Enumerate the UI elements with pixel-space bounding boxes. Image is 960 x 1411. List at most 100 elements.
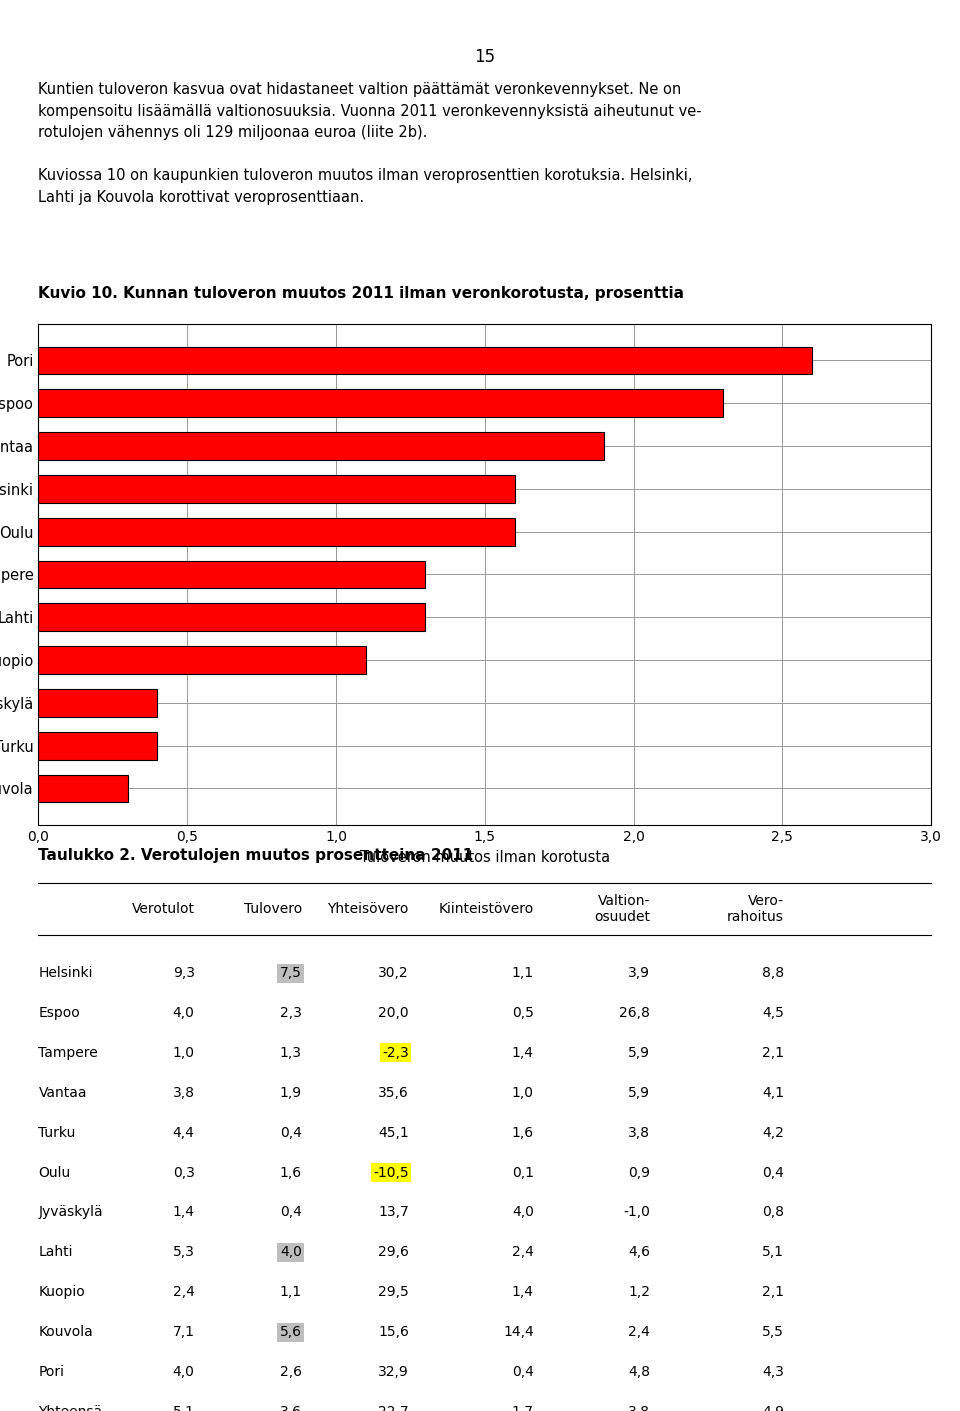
Text: Valtion-
osuudet: Valtion- osuudet xyxy=(594,895,650,924)
Text: 32,9: 32,9 xyxy=(378,1364,409,1379)
Text: 4,1: 4,1 xyxy=(762,1086,784,1099)
Text: 8,8: 8,8 xyxy=(762,967,784,981)
Text: Oulu: Oulu xyxy=(38,1165,71,1180)
Text: 2,6: 2,6 xyxy=(279,1364,301,1379)
Text: 29,5: 29,5 xyxy=(378,1285,409,1300)
Text: 0,9: 0,9 xyxy=(628,1165,650,1180)
Text: Kuopio: Kuopio xyxy=(38,1285,85,1300)
Text: 0,1: 0,1 xyxy=(512,1165,534,1180)
Text: 0,5: 0,5 xyxy=(512,1006,534,1020)
Text: 1,2: 1,2 xyxy=(628,1285,650,1300)
Text: 45,1: 45,1 xyxy=(378,1126,409,1140)
Text: 4,0: 4,0 xyxy=(173,1006,195,1020)
Text: 1,0: 1,0 xyxy=(173,1046,195,1060)
Text: 0,3: 0,3 xyxy=(173,1165,195,1180)
Text: 4,5: 4,5 xyxy=(762,1006,784,1020)
Text: Yhteisövero: Yhteisövero xyxy=(327,902,409,916)
Text: Kouvola: Kouvola xyxy=(38,1325,93,1339)
Bar xyxy=(38,389,723,418)
Text: 4,0: 4,0 xyxy=(173,1364,195,1379)
Text: 4,4: 4,4 xyxy=(173,1126,195,1140)
Text: 1,1: 1,1 xyxy=(512,967,534,981)
Bar xyxy=(38,604,425,631)
Text: Kiinteistövero: Kiinteistövero xyxy=(439,902,534,916)
Text: 1,4: 1,4 xyxy=(512,1046,534,1060)
Text: 4,9: 4,9 xyxy=(762,1405,784,1411)
Text: 4,6: 4,6 xyxy=(628,1246,650,1260)
Bar xyxy=(38,775,128,803)
Text: 1,6: 1,6 xyxy=(512,1126,534,1140)
Text: Taulukko 2. Verotulojen muutos prosentteina 2011: Taulukko 2. Verotulojen muutos prosentte… xyxy=(38,848,473,864)
Text: 2,1: 2,1 xyxy=(762,1046,784,1060)
Text: 0,4: 0,4 xyxy=(512,1364,534,1379)
Text: 4,0: 4,0 xyxy=(512,1205,534,1219)
Text: 2,4: 2,4 xyxy=(628,1325,650,1339)
Text: 30,2: 30,2 xyxy=(378,967,409,981)
Text: Kuvio 10. Kunnan tuloveron muutos 2011 ilman veronkorotusta, prosenttia: Kuvio 10. Kunnan tuloveron muutos 2011 i… xyxy=(38,286,684,301)
Bar xyxy=(38,646,366,674)
Text: 4,0: 4,0 xyxy=(280,1246,301,1260)
Text: 3,8: 3,8 xyxy=(628,1405,650,1411)
Text: Tulovero: Tulovero xyxy=(244,902,301,916)
Text: 13,7: 13,7 xyxy=(378,1205,409,1219)
Text: 1,9: 1,9 xyxy=(279,1086,301,1099)
Text: 0,8: 0,8 xyxy=(762,1205,784,1219)
Text: 5,1: 5,1 xyxy=(173,1405,195,1411)
Text: 2,4: 2,4 xyxy=(512,1246,534,1260)
Text: 1,6: 1,6 xyxy=(279,1165,301,1180)
Text: Kuntien tuloveron kasvua ovat hidastaneet valtion päättämät veronkevennykset. Ne: Kuntien tuloveron kasvua ovat hidastanee… xyxy=(38,82,702,205)
Text: 26,8: 26,8 xyxy=(619,1006,650,1020)
Text: 2,3: 2,3 xyxy=(280,1006,301,1020)
Text: 5,5: 5,5 xyxy=(762,1325,784,1339)
Text: Tampere: Tampere xyxy=(38,1046,98,1060)
Text: 5,9: 5,9 xyxy=(628,1046,650,1060)
Text: Pori: Pori xyxy=(38,1364,64,1379)
Bar xyxy=(38,476,515,502)
Text: 4,2: 4,2 xyxy=(762,1126,784,1140)
Text: -10,5: -10,5 xyxy=(373,1165,409,1180)
Text: 1,3: 1,3 xyxy=(279,1046,301,1060)
Text: Yhteensä: Yhteensä xyxy=(38,1405,103,1411)
Text: 35,6: 35,6 xyxy=(378,1086,409,1099)
Text: 1,4: 1,4 xyxy=(512,1285,534,1300)
Text: Turku: Turku xyxy=(38,1126,76,1140)
Text: 29,6: 29,6 xyxy=(378,1246,409,1260)
Text: 5,1: 5,1 xyxy=(762,1246,784,1260)
Text: Lahti: Lahti xyxy=(38,1246,73,1260)
Text: Helsinki: Helsinki xyxy=(38,967,93,981)
Text: Vantaa: Vantaa xyxy=(38,1086,87,1099)
Text: 5,6: 5,6 xyxy=(279,1325,301,1339)
Text: 3,6: 3,6 xyxy=(279,1405,301,1411)
Text: 1,0: 1,0 xyxy=(512,1086,534,1099)
Text: 4,3: 4,3 xyxy=(762,1364,784,1379)
Text: Vero-
rahoitus: Vero- rahoitus xyxy=(727,895,784,924)
Text: 2,1: 2,1 xyxy=(762,1285,784,1300)
Text: 0,4: 0,4 xyxy=(280,1205,301,1219)
Text: 7,1: 7,1 xyxy=(173,1325,195,1339)
Text: 7,5: 7,5 xyxy=(280,967,301,981)
Text: Jyväskylä: Jyväskylä xyxy=(38,1205,103,1219)
Text: 22,7: 22,7 xyxy=(378,1405,409,1411)
Bar xyxy=(38,732,157,759)
Text: 9,3: 9,3 xyxy=(173,967,195,981)
Text: 4,8: 4,8 xyxy=(628,1364,650,1379)
Text: 1,7: 1,7 xyxy=(512,1405,534,1411)
Text: 0,4: 0,4 xyxy=(762,1165,784,1180)
Text: Verotulot: Verotulot xyxy=(132,902,195,916)
Bar xyxy=(38,518,515,546)
Text: 1,4: 1,4 xyxy=(173,1205,195,1219)
Text: 1,1: 1,1 xyxy=(279,1285,301,1300)
Bar xyxy=(38,689,157,717)
Text: Espoo: Espoo xyxy=(38,1006,80,1020)
Text: 20,0: 20,0 xyxy=(378,1006,409,1020)
Text: 14,4: 14,4 xyxy=(503,1325,534,1339)
Text: 3,8: 3,8 xyxy=(173,1086,195,1099)
Text: -2,3: -2,3 xyxy=(382,1046,409,1060)
Text: 0,4: 0,4 xyxy=(280,1126,301,1140)
Text: 5,3: 5,3 xyxy=(173,1246,195,1260)
Text: 2,4: 2,4 xyxy=(173,1285,195,1300)
Text: -1,0: -1,0 xyxy=(623,1205,650,1219)
Text: 5,9: 5,9 xyxy=(628,1086,650,1099)
X-axis label: Tuloveron muutos ilman korotusta: Tuloveron muutos ilman korotusta xyxy=(360,849,610,865)
Bar xyxy=(38,560,425,588)
